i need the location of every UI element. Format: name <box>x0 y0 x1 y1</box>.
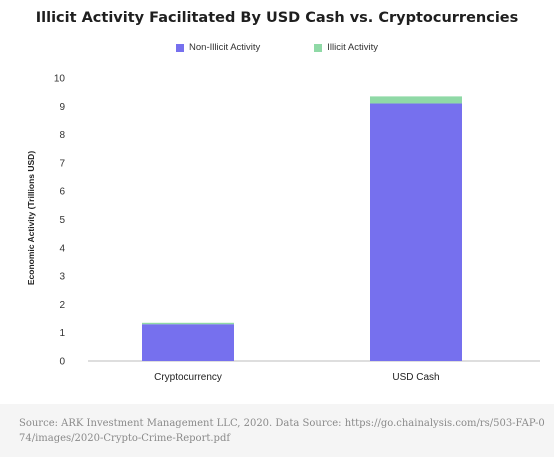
x-tick-label: Cryptocurrency <box>154 372 222 383</box>
x-tick-label: USD Cash <box>392 372 439 383</box>
y-tick-label: 5 <box>59 215 65 226</box>
legend-item-illicit: Illicit Activity <box>314 42 378 53</box>
y-tick-label: 8 <box>59 130 65 141</box>
bar-cryptocurrency-non-illicit <box>142 324 234 361</box>
y-tick-label: 3 <box>59 272 65 283</box>
y-tick-label: 7 <box>59 158 65 169</box>
y-tick-label: 0 <box>59 357 65 368</box>
legend-label-illicit: Illicit Activity <box>327 42 378 53</box>
bar-cryptocurrency-illicit <box>142 322 234 325</box>
chart-legend: Non-Illicit Activity Illicit Activity <box>0 42 554 53</box>
legend-label-non-illicit: Non-Illicit Activity <box>189 42 261 53</box>
y-tick-label: 6 <box>59 187 65 198</box>
y-tick-label: 10 <box>54 74 66 85</box>
legend-swatch-non-illicit <box>176 43 185 52</box>
chart-title: Illicit Activity Facilitated By USD Cash… <box>35 10 519 26</box>
legend-swatch-illicit <box>314 43 323 52</box>
y-tick-label: 1 <box>59 328 65 339</box>
y-tick-label: 9 <box>59 102 65 113</box>
legend-item-non-illicit: Non-Illicit Activity <box>176 42 260 53</box>
bar-usd-cash-non-illicit <box>370 103 462 361</box>
chart-card: Illicit Activity Facilitated By USD Cash… <box>0 10 554 383</box>
bar-usd-cash-illicit <box>370 96 462 104</box>
y-axis-title: Economic Activity (Trillions USD) <box>26 151 36 285</box>
y-tick-label: 4 <box>59 243 65 254</box>
y-tick-label: 2 <box>59 300 65 311</box>
source-note: Source: ARK Investment Management LLC, 2… <box>19 418 545 444</box>
chart-plot: Economic Activity (Trillions USD) 0 1 2 3 4 5… <box>26 74 540 383</box>
